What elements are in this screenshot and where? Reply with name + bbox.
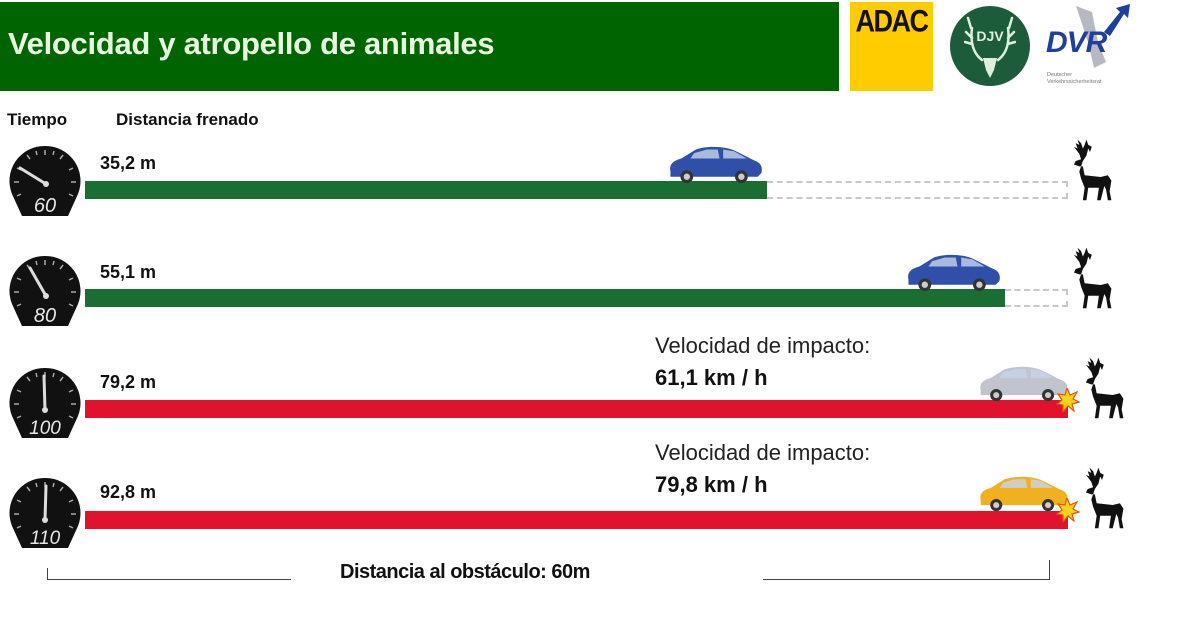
speedometer-icon: 60 — [8, 145, 82, 217]
braking-distance-bar — [85, 511, 1068, 529]
distance-marker-right-line — [763, 579, 1050, 580]
impact-speed-label: Velocidad de impacto: — [655, 440, 871, 465]
remaining-distance-dashed — [1005, 289, 1068, 307]
impact-speed-label: Velocidad de impacto: — [655, 333, 871, 358]
djv-logo-text: DJV — [976, 28, 1004, 44]
speedometer-60: 60 — [8, 144, 82, 220]
obstacle-distance-label: Distancia al obstáculo: 60m — [340, 561, 590, 583]
impact-speed-value: 79,8 km / h — [655, 472, 768, 497]
svg-text:100: 100 — [29, 418, 61, 439]
braking-distance-bar — [85, 181, 767, 199]
distance-marker-right-tick — [1049, 560, 1050, 580]
car-icon — [908, 254, 1000, 292]
column-header-braking-distance: Distancia frenado — [116, 110, 259, 129]
header-banner — [0, 2, 839, 91]
column-header-time: Tiempo — [7, 110, 68, 129]
svg-text:80: 80 — [34, 305, 56, 327]
braking-distance-bar — [85, 289, 1005, 307]
deer-icon — [1073, 247, 1112, 309]
speedometer-80: 80 — [8, 254, 82, 330]
dvr-subtitle: Deutscher Verkehrssicherheitsrat — [1047, 72, 1102, 85]
speedometer-110: 110 — [8, 476, 82, 552]
car-icon — [670, 146, 762, 184]
stag-antlers-icon — [964, 16, 1016, 78]
adac-logo-text: ADAC — [855, 3, 930, 39]
deer-icon — [1085, 357, 1124, 419]
djv-logo: DJV — [950, 6, 1030, 86]
speedometer-100: 100 — [8, 366, 82, 442]
braking-distance-label: 35,2 m — [100, 153, 157, 173]
svg-text:110: 110 — [30, 528, 61, 549]
dvr-logo: DVR Deutscher Verkehrssicherheitsrat — [1040, 0, 1140, 95]
braking-distance-label: 79,2 m — [100, 372, 157, 392]
deer-icon — [1073, 139, 1112, 201]
braking-distance-label: 92,8 m — [100, 482, 157, 502]
braking-distance-bar — [85, 400, 1068, 418]
distance-marker-left-tick — [47, 568, 48, 580]
speedometer-icon: 80 — [8, 255, 82, 327]
speedometer-icon: 100 — [8, 367, 82, 439]
svg-text:60: 60 — [34, 195, 56, 217]
dvr-arrow-icon — [1076, 4, 1130, 68]
distance-marker-left-line — [47, 579, 291, 580]
remaining-distance-dashed — [767, 181, 1068, 199]
speedometer-icon: 110 — [8, 477, 82, 549]
braking-distance-label: 55,1 m — [100, 262, 157, 282]
page-title: Velocidad y atropello de animales — [8, 26, 495, 61]
impact-speed-value: 61,1 km / h — [655, 365, 768, 390]
dvr-logo-text: DVR — [1046, 26, 1107, 59]
adac-logo: ADAC — [850, 2, 933, 91]
deer-icon — [1085, 467, 1124, 529]
